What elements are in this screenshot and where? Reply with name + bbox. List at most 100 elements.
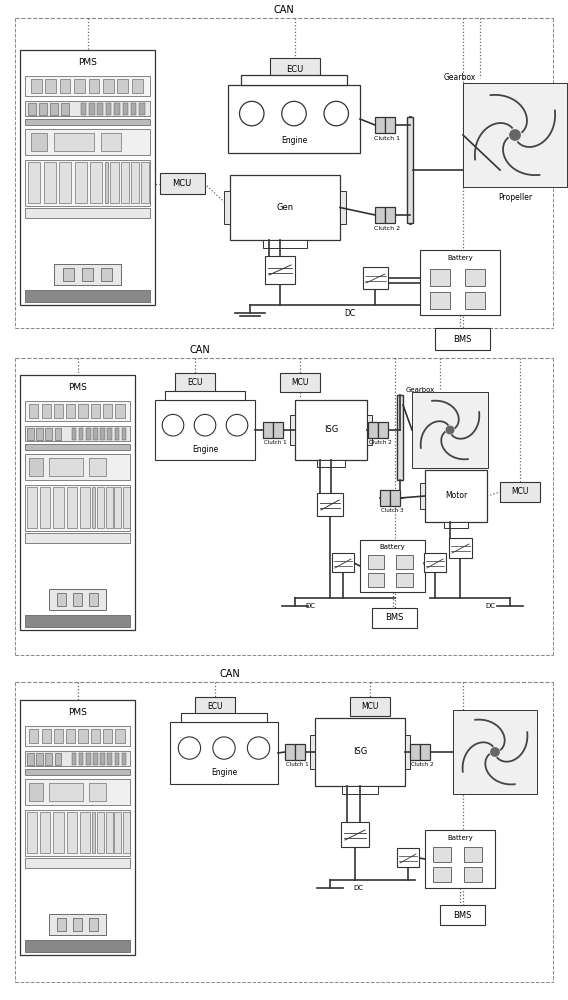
Bar [28,103,36,115]
Bar [44,162,56,203]
Bar [105,162,108,203]
Bar [375,207,385,223]
Bar [74,162,87,203]
Bar [155,400,255,460]
Text: MCU: MCU [172,179,191,188]
Text: Propeller: Propeller [498,192,532,202]
Bar [20,700,135,955]
Text: Gearbox: Gearbox [406,387,435,393]
Bar [78,729,87,743]
Bar [380,490,390,506]
Bar [60,79,70,93]
Text: BMS: BMS [385,613,404,622]
Bar [41,729,51,743]
Bar [228,85,360,153]
Bar [103,79,114,93]
Bar [410,744,420,760]
Bar [132,79,143,93]
Bar [91,404,100,418]
Bar [82,268,93,281]
Bar [114,812,121,853]
Bar [53,487,64,528]
Bar [40,487,51,528]
Bar [433,847,451,862]
Bar [160,173,204,194]
Text: CAN: CAN [190,345,210,355]
Bar [26,76,149,96]
Bar [97,812,104,853]
Bar [107,753,112,765]
Bar [263,422,273,438]
Bar [420,744,430,760]
Bar [368,555,384,569]
Bar [103,729,112,743]
Bar [74,79,85,93]
Bar [425,470,487,522]
Bar [49,914,106,935]
Bar [24,940,131,952]
Bar [316,460,345,467]
Bar [66,729,76,743]
Bar [123,487,130,528]
Bar [341,822,369,847]
Bar [317,493,343,516]
Bar [26,290,149,302]
Text: PMS: PMS [78,58,97,67]
Bar [425,830,495,888]
Bar [20,50,155,305]
Bar [93,487,95,528]
Bar [170,722,278,784]
Text: Clutch 3: Clutch 3 [381,508,403,512]
Bar [45,79,56,93]
Text: Battery: Battery [447,255,473,261]
Bar [20,375,135,630]
Bar [310,735,315,769]
Bar [363,267,388,289]
Bar [396,573,412,587]
Bar [24,726,131,746]
Bar [57,918,66,931]
Bar [29,458,43,476]
Bar [24,810,131,856]
Bar [115,404,124,418]
Bar [115,428,119,440]
Text: ISG: ISG [324,426,338,434]
Bar [27,812,37,853]
Bar [24,769,131,775]
Bar [98,103,103,115]
Bar [372,608,417,628]
Text: MCU: MCU [291,378,308,387]
Bar [61,103,69,115]
Bar [45,753,52,765]
Bar [93,812,95,853]
Bar [444,522,469,528]
Bar [29,729,39,743]
Bar [350,697,390,716]
Bar [429,269,450,286]
Text: DC: DC [485,603,495,609]
Text: Gearbox: Gearbox [444,74,476,83]
Text: Engine: Engine [192,445,218,454]
Bar [280,373,320,392]
Bar [397,848,419,867]
Bar [368,422,378,438]
Bar [424,553,446,572]
Bar [165,391,245,400]
Bar [24,454,131,480]
Text: ECU: ECU [286,64,304,74]
Bar [24,533,131,543]
Text: Clutch 1: Clutch 1 [286,762,308,768]
Text: Clutch 1: Clutch 1 [264,440,286,446]
Bar [385,117,395,133]
Bar [97,487,104,528]
Bar [26,101,149,116]
Text: DC: DC [305,603,315,609]
Bar [114,103,120,115]
Text: Motor: Motor [445,491,467,500]
Bar [89,79,99,93]
Bar [107,428,112,440]
Bar [29,404,39,418]
Bar [464,847,482,862]
Bar [72,428,76,440]
Bar [72,753,76,765]
